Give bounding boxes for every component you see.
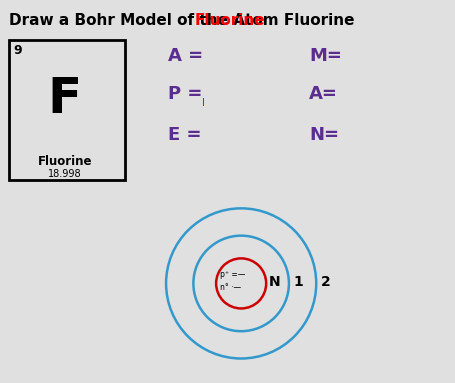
Text: P =: P = bbox=[168, 85, 203, 103]
Text: F: F bbox=[48, 75, 82, 123]
Text: Fluorine: Fluorine bbox=[38, 155, 92, 169]
Text: E =: E = bbox=[168, 126, 202, 144]
Text: M=: M= bbox=[309, 47, 342, 64]
Text: 1: 1 bbox=[293, 275, 303, 288]
Bar bbox=[9, 40, 125, 180]
Text: A=: A= bbox=[309, 85, 338, 103]
Text: n° ·—: n° ·— bbox=[220, 283, 241, 292]
Text: Fluorine: Fluorine bbox=[195, 13, 265, 28]
Text: Draw a Bohr Model of the Atom Fluorine: Draw a Bohr Model of the Atom Fluorine bbox=[9, 13, 354, 28]
Text: N=: N= bbox=[309, 126, 339, 144]
Text: A =: A = bbox=[168, 47, 203, 64]
Text: N: N bbox=[268, 275, 280, 288]
Text: 2: 2 bbox=[321, 275, 330, 288]
Text: 18.998: 18.998 bbox=[48, 169, 81, 179]
Text: 9: 9 bbox=[14, 44, 22, 57]
Text: I: I bbox=[202, 98, 205, 108]
Text: p⁺ =—: p⁺ =— bbox=[220, 270, 245, 280]
